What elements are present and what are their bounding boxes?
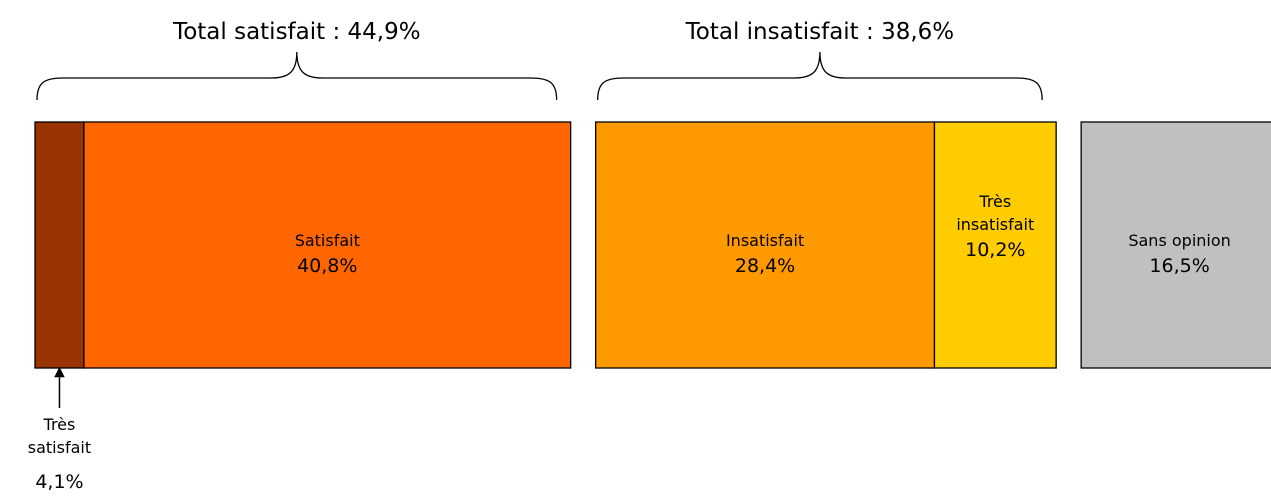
label-tres-satisfait-line-1: Très (43, 415, 76, 434)
label-tres-satisfait-line-2: satisfait (28, 438, 91, 457)
value-satisfait: 40,8% (297, 255, 357, 277)
bar-insatisfait (595, 121, 936, 369)
label-sans-opinion: Sans opinion (1128, 231, 1230, 250)
value-tres-satisfait: 4,1% (35, 471, 83, 493)
bracket-satisfait (36, 51, 558, 101)
label-satisfait: Satisfait (295, 231, 360, 250)
label-tres-insatisfait-line-1: Très (978, 192, 1011, 211)
bar-sans-opinion (1080, 121, 1271, 369)
label-tres-insatisfait-line-2: insatisfait (956, 215, 1034, 234)
group-title-satisfait: Total satisfait : 44,9% (172, 19, 421, 45)
bar-satisfait (83, 121, 572, 369)
value-sans-opinion: 16,5% (1149, 255, 1209, 277)
value-insatisfait: 28,4% (735, 255, 795, 277)
label-insatisfait: Insatisfait (726, 231, 804, 250)
bar-tres-insatisfait (933, 121, 1057, 369)
value-tres-insatisfait: 10,2% (965, 239, 1025, 261)
bar-tres-satisfait (34, 121, 85, 369)
group-title-insatisfait: Total insatisfait : 38,6% (685, 19, 955, 45)
bracket-insatisfait (597, 51, 1043, 101)
